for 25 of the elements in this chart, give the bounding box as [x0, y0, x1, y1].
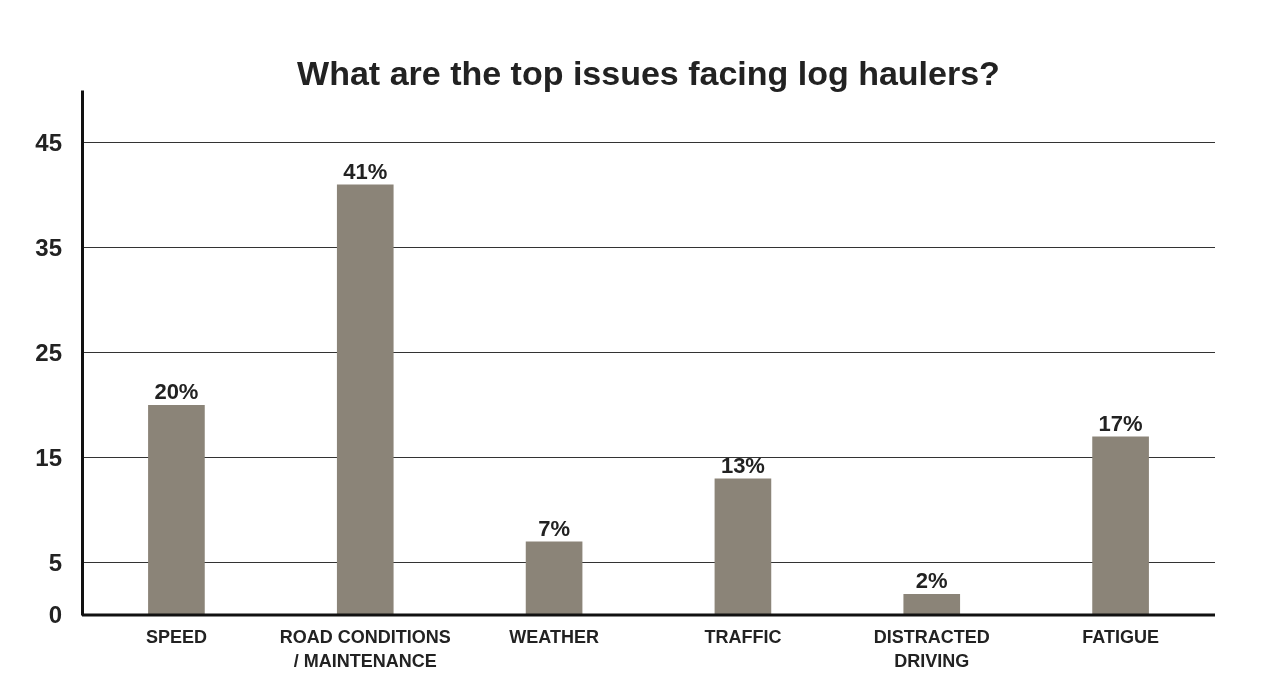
chart-title: What are the top issues facing log haulers? [297, 54, 1000, 92]
y-tick-label: 45 [35, 128, 62, 156]
x-tick-label: TRAFFIC [704, 627, 782, 647]
bar [148, 405, 205, 615]
data-label: 20% [154, 379, 199, 404]
bar [336, 184, 394, 615]
y-tick-label: 5 [48, 548, 62, 576]
bar [1092, 436, 1149, 615]
y-tick-label: 25 [35, 338, 62, 366]
bar [525, 541, 583, 615]
x-tick-label: ROAD CONDITIONS / MAINTENANCE [279, 627, 451, 671]
x-tick-label: WEATHER [509, 627, 599, 647]
x-tick-label: FATIGUE [1082, 627, 1159, 647]
bar [714, 478, 772, 615]
data-label: 41% [343, 158, 388, 184]
data-label: 17% [1098, 410, 1143, 436]
data-label: 13% [720, 452, 765, 478]
y-tick-label: 0 [48, 601, 62, 629]
data-label: 2% [915, 568, 948, 593]
data-label: 7% [538, 515, 570, 541]
bar [903, 594, 961, 615]
y-tick-label: 15 [35, 443, 62, 471]
y-tick-label: 35 [35, 233, 62, 261]
x-tick-label: DISTRACTED DRIVING [873, 627, 990, 671]
x-tick-label: SPEED [145, 627, 207, 647]
